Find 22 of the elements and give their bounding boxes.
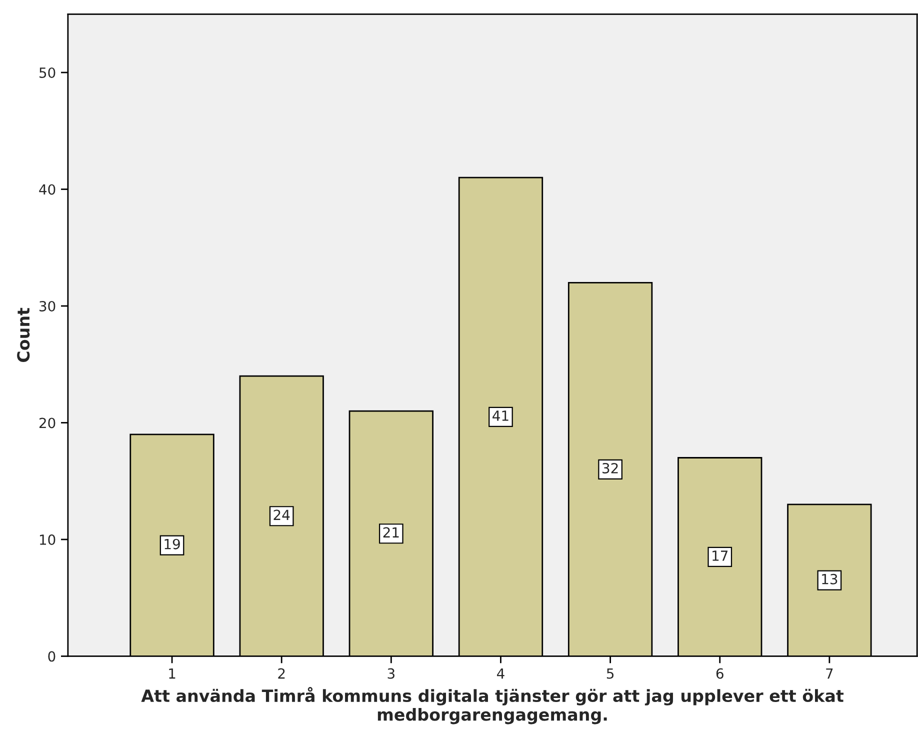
y-tick-label: 0 bbox=[48, 651, 56, 662]
data-label: 21 bbox=[383, 527, 399, 538]
x-tick-label: 6 bbox=[716, 668, 724, 679]
data-label: 32 bbox=[602, 462, 618, 474]
data-label: 19 bbox=[164, 538, 180, 550]
x-tick-label: 4 bbox=[496, 668, 504, 679]
x-tick-label: 7 bbox=[826, 668, 833, 679]
data-label: 13 bbox=[822, 574, 838, 584]
x-tick-label: 3 bbox=[388, 668, 394, 679]
x-tick-label: 2 bbox=[278, 668, 285, 679]
y-tick-label: 50 bbox=[40, 67, 56, 78]
y-tick-label: 30 bbox=[40, 300, 56, 312]
x-tick-label: 1 bbox=[169, 668, 176, 679]
y-axis-title: Count bbox=[17, 308, 30, 362]
data-label: 24 bbox=[274, 510, 290, 520]
y-tick-label: 40 bbox=[39, 184, 56, 195]
x-tick-label: 5 bbox=[606, 668, 614, 679]
x-axis-title: Att använda Timrå kommuns digitala tjänster gör att jag upplever ett ökat medborgarengagemang. bbox=[141, 687, 844, 724]
y-tick-label: 10 bbox=[40, 534, 56, 545]
data-label: 17 bbox=[712, 550, 728, 561]
y-tick-label: 20 bbox=[39, 418, 56, 428]
data-label: 41 bbox=[492, 410, 508, 421]
